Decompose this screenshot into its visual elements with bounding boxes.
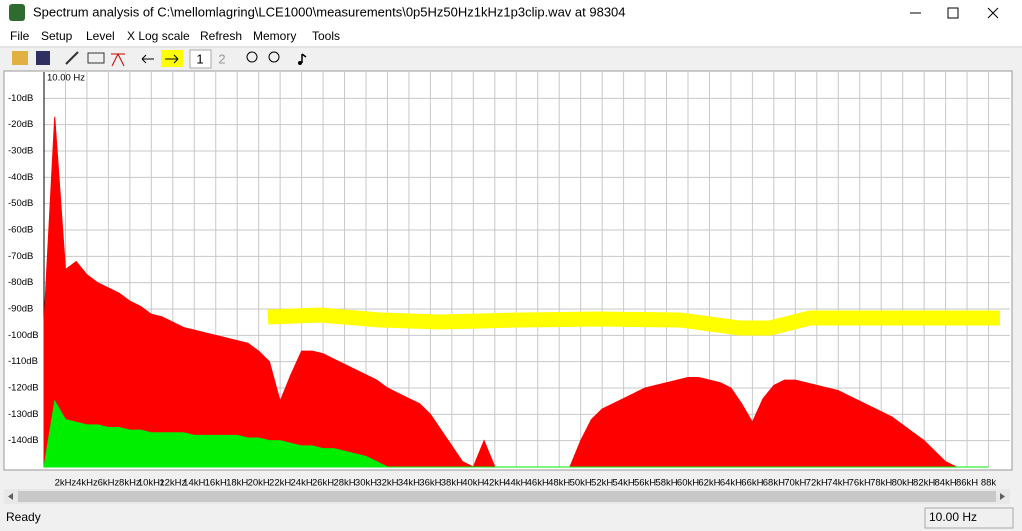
x-tick-label: 58kH — [655, 478, 677, 489]
y-tick-label: -120dB — [8, 383, 39, 394]
save-button[interactable] — [36, 51, 50, 65]
x-tick-label: 72kH — [806, 478, 828, 489]
y-tick-label: -10dB — [8, 93, 33, 104]
x-tick-label: 56kH — [634, 478, 656, 489]
back-button[interactable] — [141, 54, 154, 64]
app-icon — [9, 4, 25, 21]
page-tab[interactable]: 1 — [196, 51, 203, 66]
x-tick-label: 14kH — [183, 478, 205, 489]
y-tick-label: -40dB — [8, 172, 33, 183]
scroll-thumb[interactable] — [18, 491, 996, 502]
x-tick-label: 70kH — [784, 478, 806, 489]
y-tick-label: -130dB — [8, 409, 39, 420]
x-tick-label: 4kHz — [76, 478, 98, 489]
x-tick-label: 76kH — [849, 478, 871, 489]
marker-button[interactable] — [111, 53, 125, 67]
y-tick-label: -110dB — [8, 356, 38, 367]
y-tick-label: -20dB — [8, 119, 33, 130]
x-tick-label: 28kH — [333, 478, 355, 489]
y-tick-label: -50dB — [8, 198, 33, 209]
x-tick-label: 36kH — [419, 478, 441, 489]
menu-item[interactable]: X Log scale — [127, 29, 190, 43]
x-tick-label: 60kH — [677, 478, 699, 489]
y-tick-label: -60dB — [8, 225, 33, 236]
forward-button[interactable] — [165, 54, 179, 64]
status-panel — [924, 507, 1014, 529]
x-tick-label: 66kH — [741, 478, 763, 489]
y-tick-label: -140dB — [8, 435, 39, 446]
window-title: Spectrum analysis of C:\mellomlagring\LC… — [33, 4, 626, 19]
x-tick-label: 74kH — [827, 478, 849, 489]
open-button[interactable] — [12, 51, 28, 65]
x-tick-label: 10kHz — [138, 478, 165, 489]
x-tick-label: 40kH — [462, 478, 484, 489]
x-tick-label: 46kH — [527, 478, 549, 489]
x-tick-label: 32kH — [376, 478, 398, 489]
title-bar — [0, 0, 1022, 26]
x-tick-label: 80kH — [892, 478, 914, 489]
y-tick-label: -30dB — [8, 146, 33, 157]
menu-item[interactable]: File — [10, 29, 30, 43]
page-tab[interactable]: 2 — [218, 51, 225, 66]
x-tick-label: 18kH — [226, 478, 248, 489]
x-tick-label: 88k — [981, 478, 997, 489]
x-tick-label: 6kHz — [98, 478, 120, 489]
y-tick-label: -100dB — [8, 330, 39, 341]
highlight-stroke — [267, 307, 1000, 336]
x-tick-label: 52kH — [591, 478, 613, 489]
page-1-button[interactable] — [189, 49, 212, 69]
x-tick-label: 78kH — [870, 478, 892, 489]
x-tick-label: 26kH — [312, 478, 334, 489]
x-tick-label: 50kH — [570, 478, 592, 489]
menu-item[interactable]: Level — [86, 29, 115, 43]
y-tick-label: -90dB — [8, 304, 33, 315]
x-tick-label: 30kH — [355, 478, 377, 489]
menu-item[interactable]: Setup — [41, 29, 73, 43]
status-bar — [0, 507, 1022, 531]
x-tick-label: 2kHz — [55, 478, 77, 489]
x-tick-label: 44kH — [505, 478, 527, 489]
tone-button[interactable] — [301, 53, 307, 63]
y-tick-label: -70dB — [8, 251, 33, 262]
x-tick-label: 8kHz — [119, 478, 141, 489]
x-tick-label: 24kH — [291, 478, 313, 489]
menu-item[interactable]: Tools — [312, 29, 340, 43]
x-tick-label: 86kH — [956, 478, 978, 489]
view-button[interactable] — [87, 52, 105, 64]
menu-bar — [0, 26, 1022, 46]
x-tick-label: 42kH — [484, 478, 506, 489]
maximize-button[interactable] — [947, 7, 959, 19]
menu-item[interactable]: Refresh — [200, 29, 242, 43]
x-tick-label: 68kH — [763, 478, 785, 489]
x-tick-label: 48kH — [548, 478, 570, 489]
toolbar — [12, 49, 307, 69]
x-tick-label: 34kH — [398, 478, 420, 489]
menu-item[interactable]: Memory — [253, 29, 296, 43]
x-tick-label: 22kH — [269, 478, 291, 489]
x-tick-label: 38kH — [441, 478, 463, 489]
setup-button[interactable] — [65, 51, 79, 65]
x-tick-label: 64kH — [720, 478, 742, 489]
spectrum-area — [43, 399, 989, 468]
x-tick-label: 82kH — [913, 478, 935, 489]
status-text: Ready — [6, 510, 41, 524]
x-tick-label: 12kHz — [159, 478, 186, 489]
x-tick-label: 84kH — [935, 478, 957, 489]
close-button[interactable] — [987, 7, 999, 19]
x-tick-label: 20kH — [248, 478, 270, 489]
y-tick-label: -80dB — [8, 277, 33, 288]
x-tick-label: 54kH — [613, 478, 635, 489]
zoom-out-button[interactable] — [268, 51, 280, 63]
corner-label: 10.00 Hz — [47, 73, 85, 84]
chart: -10dB -20dB -30dB -40dB -50dB -60dB -70dB -80dB… — [8, 72, 1010, 468]
x-tick-label: 62kH — [698, 478, 720, 489]
status-resolution: 10.00 Hz — [929, 510, 977, 524]
zoom-in-button[interactable] — [246, 51, 258, 63]
x-tick-label: 16kH — [205, 478, 227, 489]
